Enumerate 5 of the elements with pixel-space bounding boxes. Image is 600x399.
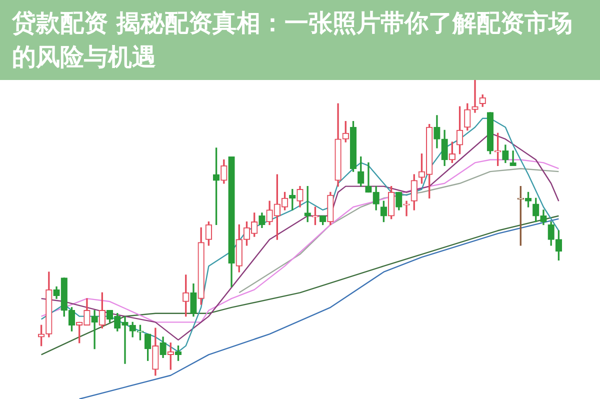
candlestick [91, 310, 98, 350]
chart-title: 贷款配资 揭秘配资真相：一张照片带你了解配资市场的风险与机遇 [0, 0, 600, 80]
candlestick [510, 150, 516, 166]
candlestick [472, 80, 478, 113]
candlestick [403, 200, 410, 216]
